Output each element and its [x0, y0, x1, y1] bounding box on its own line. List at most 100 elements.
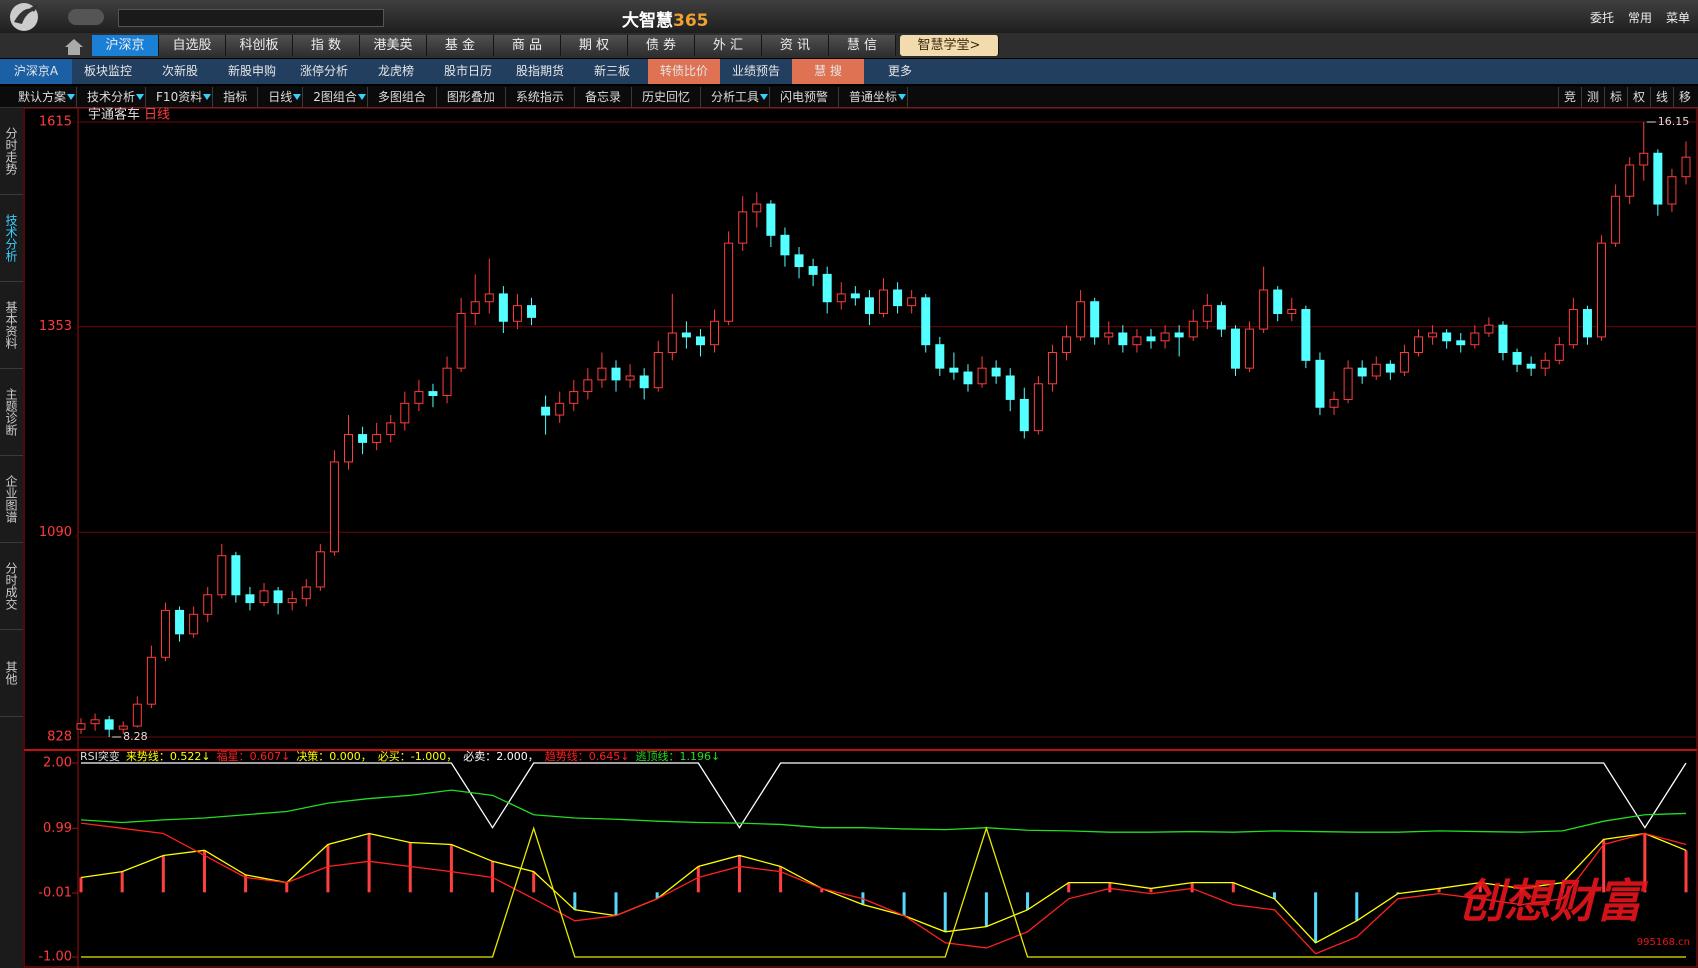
- candle-body: [1329, 398, 1339, 408]
- toolbar-button[interactable]: 备忘录: [575, 87, 632, 107]
- candle-body: [625, 375, 635, 381]
- sub-tab[interactable]: 股市日历: [443, 64, 492, 78]
- toolbar-icon[interactable]: 标: [1604, 87, 1627, 107]
- sub-tab[interactable]: 板块监控: [83, 64, 132, 78]
- nav-tab[interactable]: 外 汇: [695, 35, 762, 56]
- candle-body: [1146, 336, 1156, 342]
- candle-body: [1582, 309, 1592, 338]
- candle-body: [1047, 352, 1057, 385]
- nav-tab[interactable]: 港美英: [360, 35, 427, 56]
- trend-bar: [820, 888, 824, 893]
- indicator-line: [81, 762, 1687, 829]
- nav-tab[interactable]: 沪深京: [92, 35, 159, 56]
- toolbar-button[interactable]: 2图组合: [303, 87, 368, 107]
- side-tab[interactable]: 主题诊断: [0, 369, 23, 456]
- trend-bar: [326, 844, 330, 893]
- top-right-menu: 委托 常用 菜单: [1590, 9, 1690, 26]
- sub-tab[interactable]: 业绩预告: [731, 64, 780, 78]
- candle-body: [653, 352, 663, 389]
- trend-bar: [202, 850, 206, 893]
- candle-body: [1512, 352, 1522, 365]
- toolbar-icon[interactable]: 权: [1627, 87, 1650, 107]
- sub-tab[interactable]: 更多: [887, 64, 912, 78]
- logo: [10, 3, 38, 31]
- toolbar-button[interactable]: 闪电预警: [770, 87, 839, 107]
- trend-bar: [943, 892, 947, 932]
- toolbar-button[interactable]: 历史回忆: [632, 87, 701, 107]
- candle-body: [512, 305, 522, 322]
- toolbar-button[interactable]: 多图组合: [368, 87, 437, 107]
- sub-tab[interactable]: 涨停分析: [299, 64, 348, 78]
- top-menu[interactable]: 菜单: [1665, 11, 1690, 25]
- candle-body: [977, 367, 987, 385]
- toolbar-button[interactable]: F10资料: [146, 87, 214, 107]
- sub-tab[interactable]: 龙虎榜: [377, 64, 414, 78]
- candle-body: [1414, 336, 1423, 354]
- toolbar-button[interactable]: 系统指示: [506, 87, 575, 107]
- candle-body: [118, 725, 128, 730]
- candle-body: [681, 332, 691, 338]
- candle-body: [921, 297, 931, 346]
- sub-tab[interactable]: 慧 搜: [792, 59, 864, 84]
- candle-body: [1554, 344, 1564, 361]
- nav-tab[interactable]: 资 讯: [762, 35, 829, 56]
- toolbar-button[interactable]: 图形叠加: [437, 87, 506, 107]
- nav-tab[interactable]: 慧 信: [829, 35, 896, 56]
- nav-tab[interactable]: 科创板: [226, 35, 293, 56]
- candle-body: [1667, 176, 1677, 205]
- candle-body: [850, 293, 860, 299]
- nav-tab[interactable]: 自选股: [159, 35, 226, 56]
- y-tick-label: 1353: [39, 319, 72, 334]
- side-tab[interactable]: 技术分析: [0, 195, 23, 282]
- sub-tab[interactable]: 沪深京A: [0, 59, 72, 84]
- candle-body: [1597, 242, 1607, 338]
- top-menu[interactable]: 委托: [1589, 11, 1614, 25]
- toolbar-icon[interactable]: 测: [1581, 87, 1604, 107]
- sub-tab[interactable]: 股指期货: [515, 64, 564, 78]
- trend-bar: [1149, 888, 1153, 893]
- candle-body: [583, 379, 593, 393]
- candle-body: [949, 367, 959, 373]
- toolbar-button[interactable]: 技术分析: [77, 87, 147, 107]
- toolbar-button[interactable]: 默认方案: [8, 87, 78, 107]
- trend-bar: [1684, 850, 1688, 893]
- indicator-line: [80, 832, 1687, 944]
- candle-body: [597, 367, 607, 381]
- toolbar-button[interactable]: 普通坐标: [839, 87, 909, 107]
- back-button[interactable]: [68, 9, 104, 25]
- nav-tab[interactable]: 指 数: [293, 35, 360, 56]
- toolbar-button[interactable]: 指标: [213, 87, 259, 107]
- y-tick-label: -1.00: [38, 950, 72, 965]
- chart-frame: [23, 107, 1698, 968]
- nav-tab[interactable]: 债 券: [628, 35, 695, 56]
- sub-tab[interactable]: 新股申购: [227, 64, 276, 78]
- nav-tab[interactable]: 智慧学堂>: [900, 35, 999, 56]
- toolbar: 默认方案 技术分析 F10资料 指标 日线 2图组合 多图组合 图形叠加 系统指示 备忘录 历史回忆…: [8, 87, 909, 107]
- side-tab[interactable]: 其他: [0, 630, 23, 717]
- search-box[interactable]: [118, 9, 384, 27]
- side-tab[interactable]: 分时成交: [0, 543, 23, 630]
- legend-entry: 趋势线：0.645↓: [545, 749, 630, 763]
- toolbar-icon[interactable]: 竞: [1558, 87, 1581, 107]
- candle-body: [1456, 340, 1466, 346]
- side-tab[interactable]: 基本资料: [0, 282, 23, 369]
- trend-bar: [1478, 882, 1482, 893]
- sub-tab[interactable]: 转债比价: [648, 59, 720, 84]
- toolbar-icon[interactable]: 移: [1673, 87, 1696, 107]
- toolbar-button[interactable]: 日线: [258, 87, 304, 107]
- candle-body: [498, 293, 508, 322]
- toolbar-button[interactable]: 分析工具: [701, 87, 770, 107]
- side-tab[interactable]: 分时走势: [0, 108, 23, 195]
- home-icon[interactable]: [62, 35, 86, 59]
- toolbar-icon[interactable]: 线: [1650, 87, 1673, 107]
- side-tab[interactable]: 企业图谱: [0, 456, 23, 543]
- top-menu[interactable]: 常用: [1627, 11, 1652, 25]
- nav-tab[interactable]: 基 金: [427, 35, 494, 56]
- candle-body: [245, 594, 255, 604]
- nav-tab[interactable]: 期 权: [561, 35, 628, 56]
- candle-body: [1470, 332, 1480, 346]
- sub-tab[interactable]: 新三板: [593, 64, 630, 78]
- stock-name: 宇通客车: [88, 107, 140, 123]
- sub-tab[interactable]: 次新股: [161, 64, 198, 78]
- nav-tab[interactable]: 商 品: [494, 35, 561, 56]
